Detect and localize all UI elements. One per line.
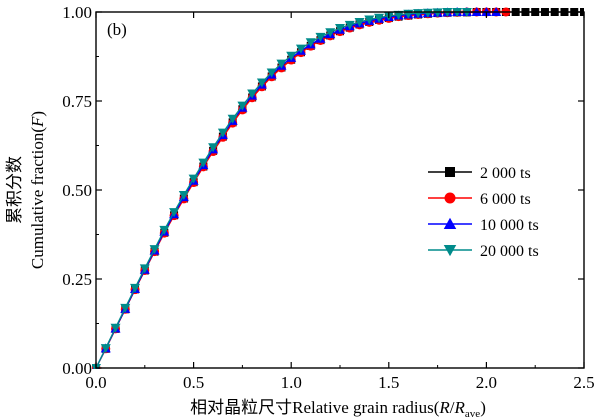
- data-point: [286, 51, 297, 61]
- y-tick-label: 0.00: [62, 359, 92, 378]
- data-point: [237, 101, 248, 111]
- axes: [95, 11, 585, 369]
- data-point: [159, 225, 170, 235]
- x-tick-label: 0.0: [85, 373, 106, 392]
- x-axis-title-Rave: R: [454, 398, 466, 417]
- legend-item: 10 000 ts: [428, 217, 539, 234]
- plot-frame: [95, 11, 585, 369]
- x-axis-title-prefix: 相对晶粒尺寸Relative grain radius(: [190, 398, 440, 417]
- data-point: [315, 32, 326, 42]
- data-point: [256, 78, 267, 88]
- legend-label: 20 000 ts: [480, 243, 539, 260]
- data-point: [100, 344, 111, 354]
- legend: 2 000 ts 6 000 ts 10 000 ts 20 000 ts: [428, 165, 539, 260]
- data-point: [325, 28, 336, 38]
- data-point: [364, 15, 375, 25]
- data-point: [130, 283, 141, 293]
- legend-label: 6 000 ts: [480, 191, 531, 208]
- x-axis-title: 相对晶粒尺寸Relative grain radius(R/Rave): [190, 398, 486, 419]
- legend-item: 2 000 ts: [428, 165, 531, 182]
- y-axis-title-en-F: F: [28, 116, 47, 128]
- data-point: [422, 8, 433, 18]
- series-layer: [92, 7, 584, 369]
- x-tick-label: 1.0: [281, 373, 302, 392]
- x-tick-label: 2.5: [573, 373, 594, 392]
- data-point: [178, 190, 189, 200]
- legend-label: 10 000 ts: [480, 217, 539, 234]
- series-6-000-ts: [92, 7, 511, 369]
- data-point: [208, 143, 219, 153]
- data-point: [217, 128, 228, 138]
- data-point: [227, 114, 238, 124]
- data-point: [354, 17, 365, 27]
- legend-item: 6 000 ts: [428, 191, 531, 208]
- x-tick-label: 1.5: [378, 373, 399, 392]
- data-point: [149, 245, 160, 255]
- panel-label: (b): [107, 20, 127, 39]
- y-axis-title-en: Cumulative fraction(F): [28, 111, 47, 269]
- legend-item: 20 000 ts: [428, 243, 539, 260]
- data-point: [169, 208, 180, 218]
- data-point: [295, 44, 306, 54]
- ticks: 0.0 0.5 1.0 1.5 2.0 2.5 0.00 0.25 0.50 0.75 1.00: [62, 3, 594, 392]
- series-line: [95, 11, 497, 369]
- data-point: [276, 59, 287, 69]
- legend-marker: [445, 167, 455, 177]
- data-point: [432, 8, 443, 18]
- x-tick-label: 0.5: [183, 373, 204, 392]
- data-point: [247, 89, 258, 99]
- data-point: [335, 24, 345, 34]
- data-point: [344, 20, 355, 30]
- legend-marker: [443, 245, 457, 257]
- series-line: [95, 11, 506, 369]
- data-point: [305, 38, 316, 48]
- data-point: [188, 174, 199, 184]
- data-point: [139, 264, 150, 274]
- y-tick-label: 0.75: [62, 92, 92, 111]
- data-point: [110, 323, 121, 333]
- y-tick-label: 1.00: [62, 3, 92, 22]
- series-2-000-ts: [92, 8, 584, 369]
- x-tick-label: 2.0: [476, 373, 497, 392]
- x-axis-title-slash: /: [450, 398, 455, 417]
- y-tick-label: 0.50: [62, 181, 92, 200]
- y-tick-label: 0.25: [62, 270, 92, 289]
- series-10-000-ts: [92, 7, 502, 369]
- x-axis-title-R: R: [438, 398, 450, 417]
- legend-marker: [444, 192, 456, 204]
- data-point: [120, 303, 131, 313]
- series-line: [95, 11, 584, 369]
- data-point: [198, 158, 209, 168]
- series-20-000-ts: [92, 8, 472, 369]
- x-axis-title-subscript: ave: [465, 408, 480, 419]
- data-point: [266, 68, 277, 78]
- y-axis-title-cn: 累积分数: [5, 156, 24, 224]
- y-axis-title-en-prefix: Cumulative fraction(: [28, 127, 47, 269]
- legend-label: 2 000 ts: [480, 165, 531, 182]
- data-point: [393, 10, 404, 20]
- y-axis-title-en-suffix: ): [28, 111, 47, 117]
- x-axis-title-suffix: ): [480, 398, 486, 417]
- data-point: [374, 13, 385, 23]
- legend-marker: [443, 217, 457, 229]
